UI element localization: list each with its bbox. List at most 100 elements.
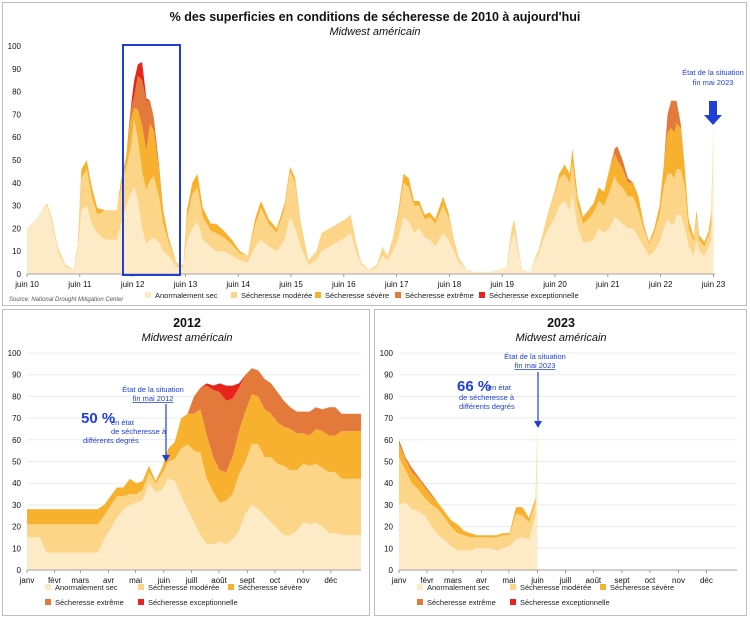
legend-swatch-secheresse-moderee <box>510 584 516 590</box>
annotation-line-2: fin mai 2023 <box>693 78 734 87</box>
area-anormalement-sec <box>27 478 361 570</box>
legend-label-secheresse-severe: Sécheresse sévère <box>610 583 674 592</box>
x-tick-label: juin 11 <box>67 280 92 289</box>
chart-title: % des superficies en conditions de séche… <box>170 10 581 24</box>
legend: Anormalement sec Sécheresse modérée Sécher… <box>417 583 674 607</box>
annotation-side-3: différents degrés <box>459 402 515 411</box>
y-tick-label: 60 <box>384 436 393 445</box>
y-tick-label: 50 <box>384 458 393 467</box>
x-tick-label: juin 13 <box>173 280 198 289</box>
y-tick-label: 100 <box>8 349 22 358</box>
legend-swatch-secheresse-severe <box>228 584 234 590</box>
legend-label-secheresse-extreme: Sécheresse extrême <box>55 598 124 607</box>
y-tick-label: 90 <box>384 371 393 380</box>
area-series <box>27 62 714 274</box>
y-tick-label: 40 <box>12 479 21 488</box>
x-tick-label: juin 15 <box>278 280 303 289</box>
annotation-line-1: État de la situation <box>504 352 566 361</box>
legend-swatch-secheresse-extreme <box>45 599 51 605</box>
area-secheresse-severe <box>27 107 714 272</box>
y-tick-label: 90 <box>12 371 21 380</box>
x-axis: juin 10 juin 11 juin 12 juin 13 juin 14 juin … <box>14 273 726 289</box>
chart-title: 2012 <box>173 316 201 330</box>
legend-label-secheresse-exceptionnelle: Sécheresse exceptionnelle <box>520 598 610 607</box>
legend-swatch-secheresse-exceptionnelle <box>479 292 485 298</box>
area-secheresse-moderee <box>27 444 361 553</box>
x-tick-label: nov <box>672 576 685 585</box>
x-tick-label: janv <box>19 576 35 585</box>
x-tick-label: juin 16 <box>331 280 356 289</box>
y-tick-label: 10 <box>12 247 21 256</box>
legend-label-secheresse-extreme: Sécheresse extrême <box>405 291 474 300</box>
x-tick-label: août <box>586 576 602 585</box>
x-tick-label: juin 12 <box>120 280 145 289</box>
x-tick-label: juin 21 <box>595 280 620 289</box>
legend-swatch-anormalement-sec <box>145 292 151 298</box>
y-tick-label: 50 <box>12 458 21 467</box>
y-tick-label: 60 <box>12 133 21 142</box>
y-tick-label: 10 <box>384 544 393 553</box>
chart-panel-2023: 2023 Midwest américain 0 10 20 30 40 50 60 70 80… <box>374 309 747 616</box>
x-tick-label: juin 22 <box>648 280 673 289</box>
x-tick-label: juill <box>185 576 198 585</box>
x-tick-label: mars <box>71 576 89 585</box>
x-tick-label: juin 19 <box>489 280 514 289</box>
annotation-side-1: en état <box>111 418 135 427</box>
highlight-box-2012 <box>122 44 181 276</box>
legend-label-secheresse-severe: Sécheresse sévère <box>325 291 389 300</box>
y-tick-label: 50 <box>12 156 21 165</box>
y-tick-label: 30 <box>12 501 21 510</box>
legend-label-anormalement-sec: Anormalement sec <box>155 291 218 300</box>
y-tick-label: 20 <box>12 224 21 233</box>
y-axis: 0 10 20 30 40 50 60 70 80 90 100 <box>380 349 394 575</box>
y-tick-label: 70 <box>12 110 21 119</box>
legend-swatch-anormalement-sec <box>45 584 51 590</box>
legend-label-secheresse-exceptionnelle: Sécheresse exceptionnelle <box>148 598 238 607</box>
x-tick-label: avr <box>103 576 114 585</box>
x-tick-label: juin 23 <box>701 280 726 289</box>
y-tick-label: 60 <box>12 436 21 445</box>
area-series <box>399 426 538 570</box>
chart-subtitle: Midwest américain <box>329 26 420 38</box>
x-tick-label: oct <box>645 576 656 585</box>
y-tick-label: 0 <box>17 566 22 575</box>
x-tick-label: mai <box>502 576 515 585</box>
legend-swatch-secheresse-severe <box>315 292 321 298</box>
annotation-side-2: de sécheresse à <box>111 427 167 436</box>
y-tick-label: 20 <box>12 523 21 532</box>
x-tick-label: juin 14 <box>225 280 250 289</box>
x-tick-label: juill <box>559 576 572 585</box>
x-tick-label: sept <box>614 576 630 585</box>
area-secheresse-extreme <box>27 368 361 510</box>
x-tick-label: nov <box>297 576 310 585</box>
annotation-side-1: en état <box>488 383 512 392</box>
legend-label-secheresse-exceptionnelle: Sécheresse exceptionnelle <box>489 291 579 300</box>
annotation-side-2: de sécheresse à <box>459 393 515 402</box>
x-tick-label: juin <box>157 576 170 585</box>
area-secheresse-moderee <box>27 119 714 272</box>
area-anormalement-sec <box>399 444 538 570</box>
annotation-line-2: fin mai 2012 <box>133 394 174 403</box>
y-tick-label: 10 <box>12 544 21 553</box>
y-tick-label: 40 <box>384 479 393 488</box>
chart-2010-2023: % des superficies en conditions de séche… <box>8 10 744 303</box>
x-tick-label: juin 10 <box>14 280 39 289</box>
annotation-line-1: État de la situation <box>122 385 184 394</box>
y-tick-label: 0 <box>17 270 22 279</box>
legend: Anormalement sec Sécheresse modérée Sécher… <box>45 583 302 607</box>
legend-swatch-anormalement-sec <box>417 584 423 590</box>
legend-label-secheresse-moderee: Sécheresse modérée <box>148 583 219 592</box>
y-axis: 0 10 20 30 40 50 60 70 80 90 100 <box>8 349 22 575</box>
arrow-down-icon <box>534 421 542 428</box>
y-tick-label: 0 <box>389 566 394 575</box>
x-tick-label: févr <box>48 576 62 585</box>
chart-panel-2012: 2012 Midwest américain 0 10 20 30 40 50 60 70 80… <box>2 309 370 616</box>
chart-2012: 2012 Midwest américain 0 10 20 30 40 50 60 70 80… <box>8 316 361 607</box>
legend-label-anormalement-sec: Anormalement sec <box>55 583 118 592</box>
legend-swatch-secheresse-severe <box>600 584 606 590</box>
x-tick-label: sept <box>240 576 256 585</box>
y-tick-label: 100 <box>380 349 394 358</box>
x-tick-label: juin 18 <box>437 280 462 289</box>
legend-swatch-secheresse-exceptionnelle <box>138 599 144 605</box>
arrow-down-icon <box>704 101 722 125</box>
